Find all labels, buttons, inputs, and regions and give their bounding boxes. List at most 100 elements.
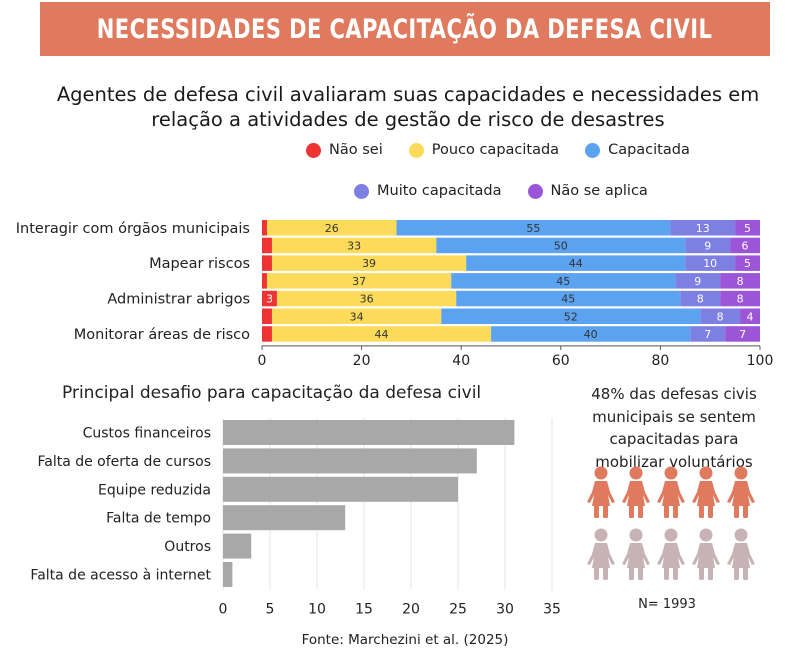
challenge-bar — [223, 448, 477, 474]
data-label: 3 — [266, 293, 273, 306]
data-label: 45 — [561, 293, 575, 306]
person-body — [622, 543, 650, 568]
legend-row-2: Muito capacitada Não se aplica — [354, 183, 666, 199]
challenge-bar — [223, 476, 458, 502]
data-label: 55 — [526, 222, 540, 235]
x-tick-label: 25 — [449, 601, 467, 615]
person-icon — [692, 466, 720, 518]
person-leg — [734, 567, 739, 580]
x-tick-label: 0 — [219, 601, 228, 615]
bar-segment-muito-capacitada — [670, 220, 736, 236]
legend-swatch — [585, 142, 601, 158]
bar-segment-não-se-aplica — [740, 308, 760, 324]
legend-swatch — [408, 142, 424, 158]
data-label: 37 — [352, 275, 366, 288]
person-body — [727, 481, 755, 506]
bar-segment-muito-capacitada — [685, 237, 731, 254]
x-tick-label: 80 — [651, 353, 669, 369]
person-icon — [587, 528, 615, 580]
data-label: 45 — [556, 275, 570, 288]
data-label: 33 — [347, 239, 361, 252]
data-label: 26 — [325, 222, 339, 235]
challenge-bar — [223, 505, 346, 531]
data-label: 44 — [375, 328, 389, 341]
legend-item-nao-sei: Não sei — [306, 142, 383, 158]
person-head — [699, 528, 713, 542]
bar-segment-não-sei — [262, 326, 272, 342]
bar-segment-muito-capacitada — [680, 290, 721, 307]
person-leg — [673, 505, 678, 518]
data-label: 8 — [737, 293, 744, 306]
person-head — [594, 466, 608, 480]
person-icon — [657, 528, 685, 580]
legend-item-nao-se-aplica: Não se aplica — [527, 183, 648, 199]
person-icon — [587, 466, 615, 518]
bar-segment-não-sei — [262, 308, 272, 324]
category-label: Monitorar áreas de risco — [74, 327, 250, 343]
people-pictogram — [587, 466, 755, 580]
category-label: Falta de oferta de cursos — [37, 454, 211, 470]
data-label: 8 — [697, 293, 704, 306]
bar-segment-muito-capacitada — [690, 326, 726, 342]
legend-swatch — [306, 142, 321, 158]
bar-segment-pouco-capacitada — [276, 290, 457, 307]
legend-label: Não sei — [329, 142, 383, 158]
data-label: 8 — [717, 310, 724, 323]
data-label: 40 — [584, 328, 598, 341]
person-head — [734, 466, 748, 480]
bar-segment-não-se-aplica — [720, 273, 760, 289]
bar-segment-capacitada — [441, 308, 701, 324]
data-label: 10 — [703, 257, 717, 270]
person-leg — [699, 505, 704, 518]
person-head — [664, 528, 678, 542]
person-leg — [638, 505, 643, 518]
legend-row-1: Não sei Pouco capacitada Capacitada — [306, 142, 708, 158]
bar-segment-capacitada — [456, 290, 681, 307]
bar-segment-pouco-capacitada — [271, 255, 467, 271]
bar-segment-capacitada — [451, 273, 676, 289]
bar-segment-pouco-capacitada — [271, 237, 437, 254]
legend-label: Muito capacitada — [377, 183, 502, 199]
legend-label: Capacitada — [608, 142, 690, 158]
category-label: Outros — [164, 539, 211, 555]
data-label: 39 — [362, 257, 376, 270]
x-tick-label: 30 — [496, 601, 514, 615]
person-body — [587, 481, 615, 506]
chart-subtitle: Agentes de defesa civil avaliaram suas c… — [56, 83, 760, 131]
data-label: 7 — [739, 328, 746, 341]
person-leg — [708, 505, 713, 518]
person-body — [692, 481, 720, 506]
x-tick-label: 60 — [552, 353, 570, 369]
category-label: Administrar abrigos — [107, 292, 250, 308]
data-label: 44 — [569, 257, 583, 270]
bar-segment-muito-capacitada — [685, 255, 736, 271]
person-head — [629, 528, 643, 542]
x-tick-label: 0 — [258, 353, 267, 369]
person-head — [664, 466, 678, 480]
bar-chart-title: Principal desafio para capacitação da de… — [62, 383, 482, 403]
person-body — [657, 543, 685, 568]
bar-segment-não-sei — [262, 273, 267, 289]
data-label: 4 — [747, 310, 754, 323]
person-leg — [638, 567, 643, 580]
challenge-bar — [223, 533, 252, 559]
person-icon — [692, 528, 720, 580]
person-leg — [673, 567, 678, 580]
bar-segment-não-sei — [262, 237, 272, 254]
person-icon — [622, 466, 650, 518]
bar-segment-não-se-aplica — [735, 255, 760, 271]
bar-segment-não-se-aplica — [720, 290, 760, 307]
person-head — [699, 466, 713, 480]
person-body — [692, 543, 720, 568]
bar-segment-pouco-capacitada — [266, 220, 397, 236]
person-leg — [734, 505, 739, 518]
bar-segment-não-sei — [262, 255, 272, 271]
person-leg — [699, 567, 704, 580]
x-tick-label: 20 — [353, 353, 371, 369]
category-label: Mapear riscos — [149, 256, 250, 272]
bar-segment-capacitada — [466, 255, 686, 271]
legend-item-muito-capacitada: Muito capacitada — [354, 183, 502, 199]
person-body — [587, 543, 615, 568]
legend-item-pouco-capacitada: Pouco capacitada — [408, 142, 559, 158]
person-body — [727, 543, 755, 568]
